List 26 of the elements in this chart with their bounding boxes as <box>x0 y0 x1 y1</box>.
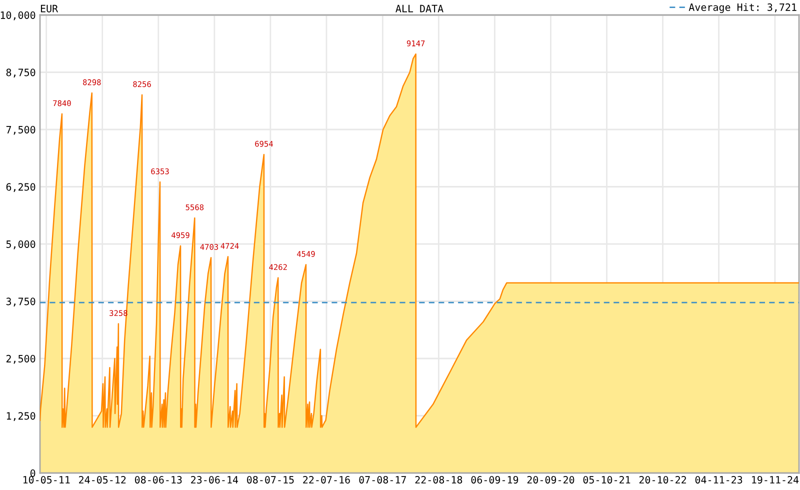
x-tick-label: 24-05-12 <box>79 476 126 484</box>
x-tick-label: 04-11-23 <box>695 476 742 484</box>
legend-label: Average Hit: 3,721 <box>688 3 796 13</box>
chart-subtitle: ALL DATA <box>396 4 444 12</box>
x-tick-label: 10-05-11 <box>23 476 70 484</box>
x-tick-label: 19-11-24 <box>752 476 799 484</box>
y-tick-label: 3,750 <box>6 298 36 306</box>
y-tick-label: 5,000 <box>6 240 36 250</box>
x-tick-label: 20-09-20 <box>527 476 574 484</box>
y-tick-label: 8,750 <box>6 68 36 78</box>
y-tick-label: 2,500 <box>6 354 36 364</box>
x-tick-label: 08-06-13 <box>134 476 182 484</box>
x-tick-label: 06-09-19 <box>471 476 518 484</box>
y-tick-label: 0 <box>30 469 36 477</box>
x-tick-label: 07-08-17 <box>359 476 406 484</box>
y-tick-label: 7,500 <box>6 126 36 135</box>
y-tick-label: 6,250 <box>6 183 36 192</box>
x-tick-label: 05-10-21 <box>583 476 630 484</box>
x-tick-label: 22-08-18 <box>415 476 462 484</box>
y-tick-label: 10,000 <box>0 11 36 20</box>
x-tick-label: 23-06-14 <box>191 476 238 484</box>
y-tick-label: 1,250 <box>6 412 36 421</box>
x-tick-label: 20-10-22 <box>639 476 686 484</box>
chart-title: EUR <box>40 4 58 12</box>
x-tick-label: 08-07-15 <box>247 476 294 484</box>
x-tick-label: 22-07-16 <box>303 476 350 484</box>
